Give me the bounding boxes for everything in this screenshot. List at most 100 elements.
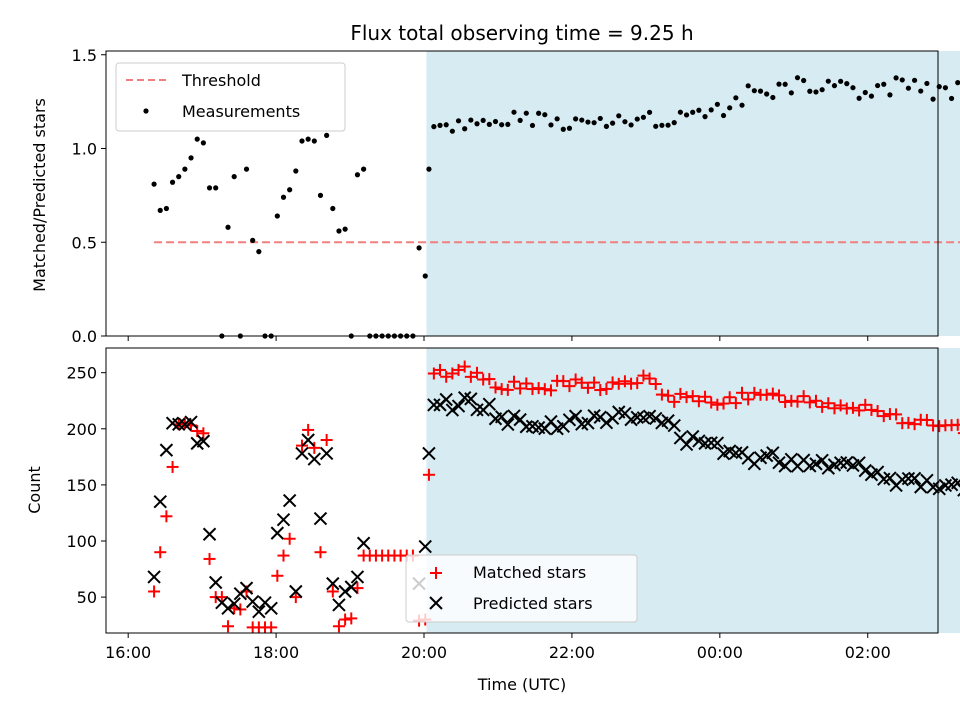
measurement-point [727,105,733,111]
matched-star-marker [538,383,551,396]
measurement-point [505,121,511,128]
measurement-point [517,117,523,123]
predicted-star-stroke-b [494,410,509,424]
predicted-legend-swatch [429,596,443,610]
matched-star-marker [736,386,749,399]
predicted-star-marker [313,511,328,526]
predicted-star-marker [951,476,960,490]
measurement-point [169,179,176,185]
matched-star-marker [865,403,878,416]
predicted-star-marker [679,437,694,452]
matched-star-marker [890,408,903,421]
predicted-star-marker [227,597,241,611]
top-legend-box [115,62,346,132]
matched-star-marker [859,398,872,411]
measurement-point [850,85,856,91]
measurement-point [157,207,163,213]
predicted-star-stroke-b [282,493,297,508]
matched-stars-points [148,360,960,634]
measurement-point [813,89,819,95]
matched-star-marker [822,397,835,410]
measurement-point [628,122,634,128]
matched-star-marker [222,620,235,633]
predicted-star-stroke-b [313,511,328,526]
measurement-point [751,88,757,94]
measurement-point [194,136,200,142]
predicted-star-stroke-b [840,455,854,470]
measurement-point [881,81,887,87]
matched-star-marker [686,390,699,403]
measurement-point [671,120,677,126]
predicted-star-stroke-b [883,471,897,485]
matched-star-marker [655,388,668,401]
measurement-point [437,122,443,128]
predicted-star-stroke-b [679,437,694,452]
predicted-star-marker [710,436,725,450]
threshold-legend-label: Threshold [181,71,261,90]
predicted-star-marker [239,581,254,595]
measurement-point [875,82,881,89]
measurement-point [942,85,948,91]
measurement-point [200,140,206,146]
predicted-star-marker [332,598,346,612]
measurement-point [794,75,801,81]
predicted-star-marker [704,436,718,450]
predicted-star-marker [470,403,484,417]
matched-star-marker [649,377,662,390]
predicted-star-marker [184,415,198,429]
predicted-star-stroke-b [704,436,718,450]
predicted-star-stroke-b [852,456,866,470]
matched-star-marker [265,621,278,634]
measurement-point [659,122,665,128]
predicted-star-marker [159,443,174,457]
predicted-star-marker [482,397,497,411]
matched-star-marker [618,375,631,388]
measurement-point [764,91,770,97]
matched-star-marker [951,418,960,431]
predicted-star-marker [766,446,780,460]
predicted-star-marker [350,570,365,584]
matched-star-marker [339,613,352,626]
predicted-star-stroke-b [870,465,885,479]
measurement-point [733,95,739,101]
bottom-xtick-label: 18:00 [253,643,299,662]
matched-legend-swatch [430,567,442,579]
matched-star-marker [289,591,302,604]
top-ytick-label: 0.0 [72,327,97,346]
matched-star-marker [458,360,471,373]
chart-title: Flux total observing time = 9.25 h [350,21,693,45]
x-axis-label: Time (UTC) [477,675,566,694]
measurement-point [188,155,194,161]
predicted-star-marker [282,493,297,508]
predicted-star-stroke-b [809,457,823,471]
predicted-legend-label: Predicted stars [473,594,593,613]
predicted-star-marker [289,584,303,599]
predicted-star-marker [821,461,836,475]
measurement-point [714,101,720,107]
measurement-point [708,107,714,113]
matched-star-marker [501,383,514,396]
matched-star-marker [816,400,829,413]
predicted-star-marker [464,392,478,406]
predicted-star-stroke-b [252,604,266,619]
predicted-star-stroke-b [907,471,922,486]
predicted-star-marker [439,392,453,407]
measurement-point [844,81,850,87]
predicted-star-stroke-b [172,417,186,432]
measurement-point [324,132,330,138]
measurement-point [416,245,422,251]
bottom-ytick-label: 250 [66,364,97,383]
measurement-point [231,174,237,180]
matched-star-marker [557,375,570,388]
measurement-point [622,119,628,125]
matched-star-marker [853,404,866,417]
measurement-point [609,120,616,126]
matched-star-marker [711,398,724,411]
matched-star-marker [489,381,502,394]
matched-star-marker [606,376,619,389]
measurement-point [287,187,293,193]
measurement-point [665,122,671,128]
bottom-plot-panel: 50 100 150 200 250 16:00 18:00 20:00 22:00 00:00… [25,347,960,694]
predicted-star-stroke-b [470,403,484,417]
matched-star-marker [332,620,345,633]
